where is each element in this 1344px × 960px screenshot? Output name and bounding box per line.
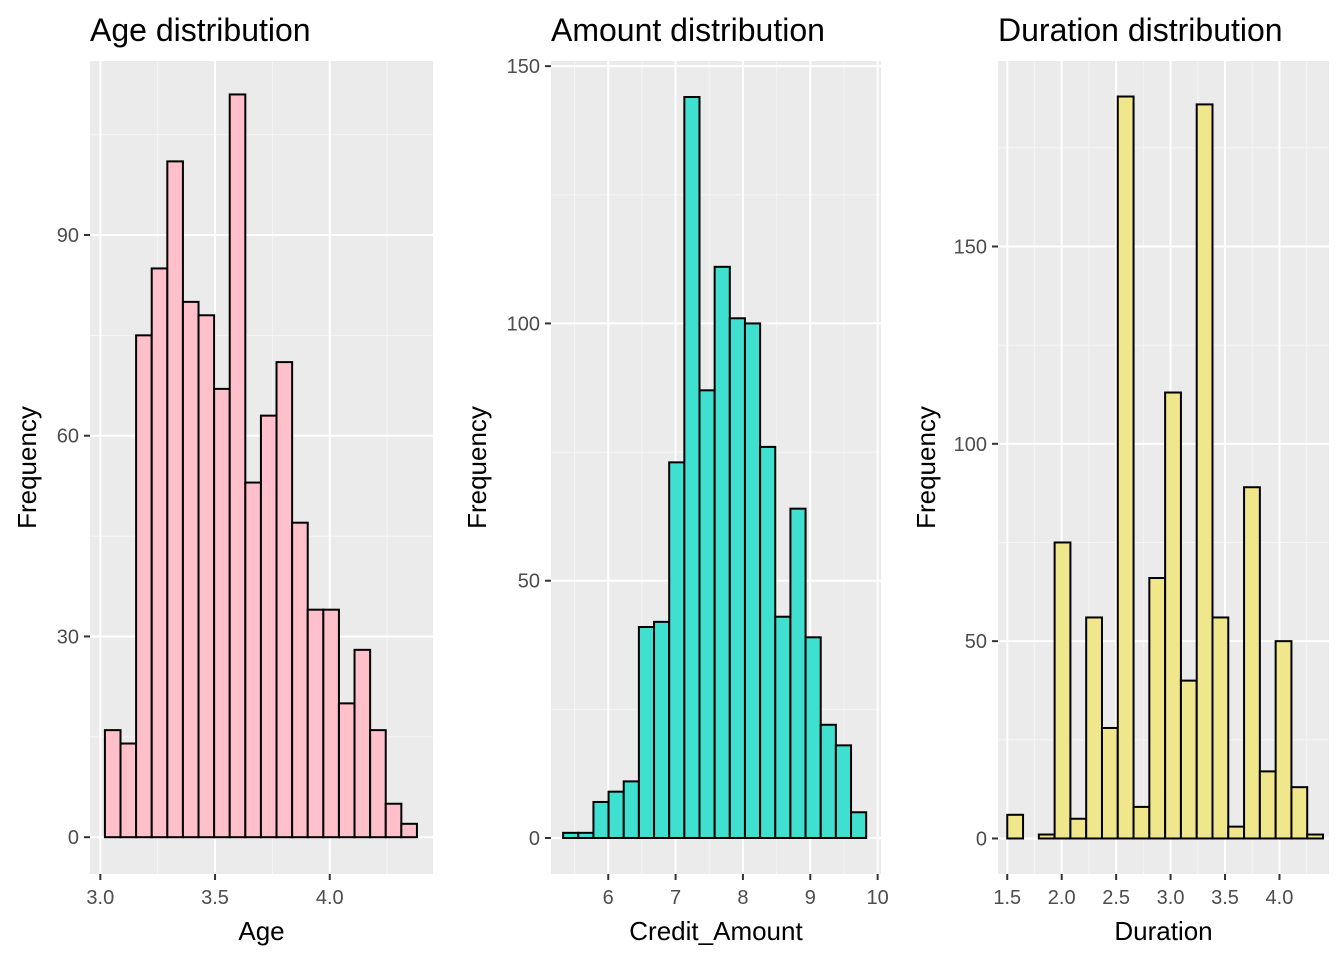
histogram-bar — [1148, 577, 1167, 840]
y-axis-title: Frequency — [911, 406, 941, 529]
y-tick-label: 100 — [507, 313, 540, 335]
histogram-bar — [1243, 486, 1261, 840]
age-chart-title: Age distribution — [90, 12, 311, 48]
x-tick-label: 3.5 — [1211, 887, 1239, 909]
x-tick-label: 10 — [867, 887, 889, 909]
histogram-bar — [1037, 833, 1056, 840]
histogram-bar — [759, 445, 777, 839]
amount-chart-title: Amount distribution — [551, 12, 825, 48]
y-tick-label: 150 — [954, 236, 987, 258]
x-tick-label: 3.5 — [201, 887, 229, 909]
histogram-bar — [592, 800, 610, 839]
histogram-bar — [1211, 616, 1230, 840]
age-histogram-panel: 0 30 60 90 3.0 3.5 4.0 Age distribution Age Frequ… — [12, 12, 433, 946]
histogram-bar — [275, 361, 294, 839]
histogram-bar — [322, 608, 340, 839]
histogram-bar — [181, 300, 200, 839]
histogram-bar — [135, 334, 153, 839]
histogram-bar — [1085, 616, 1103, 840]
histogram-bar — [774, 615, 792, 839]
x-axis-title: Duration — [1114, 916, 1212, 946]
histogram-bar — [698, 389, 716, 839]
x-axis-title: Credit_Amount — [629, 916, 803, 946]
x-axis-title: Age — [238, 916, 284, 946]
histogram-bar — [804, 636, 822, 839]
histogram-bar — [166, 160, 184, 839]
histogram-bar — [668, 461, 686, 839]
histogram-bar — [1227, 825, 1246, 840]
histogram-bar — [683, 96, 701, 839]
amount-histogram-panel: 0 50 100 150 6 7 8 9 10 Amount distribution Credit… — [462, 12, 889, 946]
histogram-bar — [384, 802, 403, 839]
histogram-bar — [562, 831, 580, 839]
histogram-bar — [213, 387, 231, 839]
histogram-bar — [850, 811, 868, 839]
x-tick-label: 3.0 — [1157, 887, 1185, 909]
histogram-bar — [1274, 640, 1293, 840]
histogram-bar — [150, 267, 169, 839]
histogram-bar — [400, 822, 418, 839]
histogram-bar — [1100, 726, 1119, 840]
histogram-bar — [306, 608, 325, 839]
duration-histogram-panel: 0 50 100 150 1.5 2.0 2.5 3.0 3.5 4.0 Duration dist… — [911, 12, 1329, 946]
histogram-bar — [743, 322, 762, 839]
histogram-bar — [1306, 833, 1325, 840]
histogram-bar — [1116, 95, 1135, 840]
histogram-bar — [197, 314, 216, 839]
histogram-bar — [1006, 813, 1025, 840]
histogram-bar — [1179, 679, 1198, 840]
histogram-bar — [1195, 103, 1214, 840]
histogram-bar — [1290, 786, 1309, 840]
histogram-bar — [622, 780, 640, 839]
histogram-bar — [834, 744, 853, 839]
histogram-bar — [607, 790, 625, 839]
histogram-bar — [577, 831, 595, 839]
histogram-bar — [353, 648, 372, 839]
y-tick-label: 100 — [954, 434, 987, 456]
y-tick-label: 0 — [529, 828, 540, 850]
y-axis-title: Frequency — [462, 406, 492, 529]
y-tick-label: 90 — [57, 225, 79, 247]
duration-chart-title: Duration distribution — [998, 12, 1283, 48]
x-tick-label: 7 — [670, 887, 681, 909]
histogram-bar — [119, 742, 138, 839]
histogram-bar — [369, 729, 387, 839]
histogram-bar — [1164, 391, 1182, 840]
y-tick-label: 0 — [68, 827, 79, 849]
histogram-bar — [291, 521, 309, 839]
histogram-bar — [713, 265, 731, 839]
y-tick-label: 60 — [57, 426, 79, 448]
histogram-bar — [789, 507, 807, 839]
x-tick-label: 3.0 — [86, 887, 114, 909]
histogram-bar — [1069, 817, 1088, 840]
x-tick-label: 4.0 — [1266, 887, 1294, 909]
x-tick-label: 2.0 — [1048, 887, 1076, 909]
histogram-bar — [103, 729, 122, 839]
histogram-bar — [337, 702, 356, 839]
histogram-bar — [228, 93, 247, 839]
histogram-bar — [1258, 770, 1277, 840]
y-tick-label: 50 — [965, 631, 987, 653]
y-axis-title: Frequency — [12, 406, 42, 529]
y-tick-label: 150 — [507, 56, 540, 78]
histogram-bar — [819, 723, 837, 839]
x-tick-label: 2.5 — [1102, 887, 1130, 909]
x-tick-label: 8 — [737, 887, 748, 909]
x-tick-label: 9 — [805, 887, 816, 909]
x-tick-label: 6 — [603, 887, 614, 909]
x-tick-label: 4.0 — [316, 887, 344, 909]
histogram-bar — [728, 317, 746, 839]
histogram-bar — [653, 620, 671, 839]
histogram-bar — [637, 626, 656, 839]
histogram-bar — [1132, 805, 1151, 840]
histogram-bar — [1053, 541, 1072, 840]
y-tick-label: 50 — [518, 571, 540, 593]
histogram-bar — [244, 481, 262, 839]
histogram-bar — [259, 414, 278, 839]
y-tick-label: 0 — [976, 828, 987, 850]
y-tick-label: 30 — [57, 626, 79, 648]
x-tick-label: 1.5 — [993, 887, 1021, 909]
